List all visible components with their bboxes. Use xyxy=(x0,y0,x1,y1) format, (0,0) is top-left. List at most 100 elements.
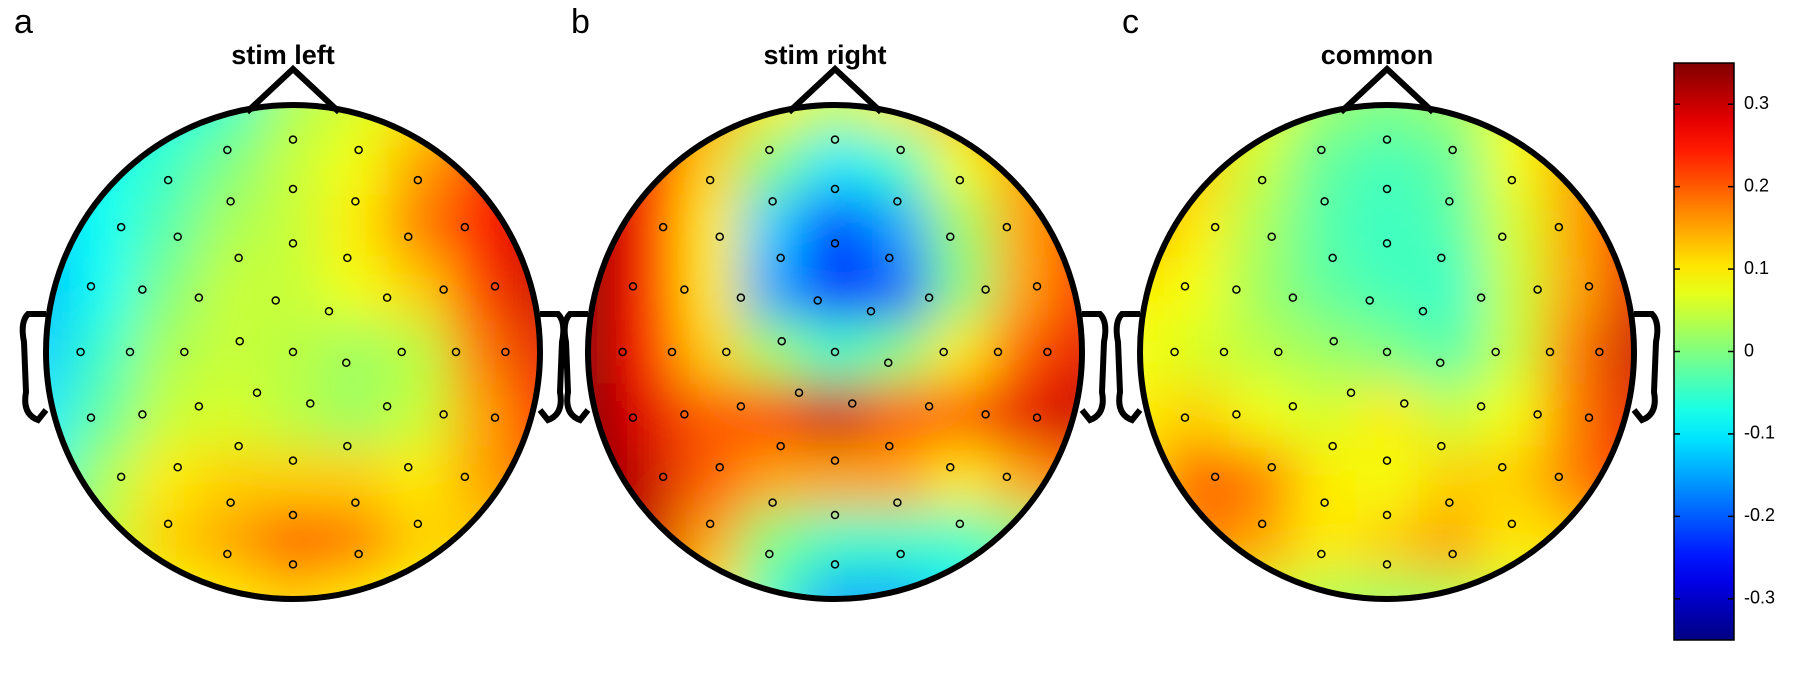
electrode xyxy=(893,197,902,206)
heat-cell xyxy=(1355,131,1420,196)
heat-cell xyxy=(929,383,994,448)
electrode xyxy=(736,402,746,411)
ear xyxy=(1079,311,1109,424)
electrode xyxy=(354,145,363,155)
heat-cell xyxy=(866,383,931,448)
electrode xyxy=(680,410,689,419)
heat-cell xyxy=(261,383,326,448)
electrode xyxy=(439,285,448,294)
heat-cell xyxy=(588,320,616,385)
electrode xyxy=(1346,388,1356,397)
colorbar: -0.3 -0.2 -0.1 0 0.1 0.2 0.3 xyxy=(1673,62,1775,641)
heat-cell xyxy=(929,105,994,133)
heat-cell xyxy=(72,320,137,385)
electrode xyxy=(1437,441,1446,451)
heat-cell xyxy=(1607,572,1634,599)
heat-cell xyxy=(866,194,931,259)
heat-cell xyxy=(46,194,74,259)
heat-cell xyxy=(866,446,931,511)
electrode xyxy=(715,232,724,241)
electrode xyxy=(451,347,461,357)
electrode xyxy=(1170,347,1179,357)
electrode xyxy=(1043,347,1052,357)
electrode xyxy=(223,145,232,155)
heat-cell xyxy=(513,509,540,574)
heat-cell xyxy=(614,105,679,133)
electrode xyxy=(993,347,1003,357)
electrode xyxy=(830,510,840,520)
heat-cell xyxy=(1140,572,1168,599)
electrode xyxy=(658,222,668,232)
ear xyxy=(1113,311,1143,424)
electrode xyxy=(830,560,840,569)
electrode xyxy=(1382,135,1392,144)
electrode xyxy=(413,519,423,529)
heat-cell xyxy=(135,257,200,322)
heat-cell xyxy=(588,572,616,599)
electrode xyxy=(955,519,965,529)
heat-cell xyxy=(1140,320,1168,385)
heat-cell xyxy=(46,320,74,385)
heat-cell xyxy=(1544,257,1609,322)
heat-cell xyxy=(588,509,616,574)
nose xyxy=(244,64,342,115)
heat-cell xyxy=(1166,131,1231,196)
electrode xyxy=(226,197,235,206)
heat-cell xyxy=(614,131,679,196)
heat-cell xyxy=(588,194,616,259)
heat-cell xyxy=(450,131,515,196)
electrode xyxy=(1545,347,1555,357)
heat-cell xyxy=(1140,509,1168,574)
heat-cell xyxy=(588,131,616,196)
electrode xyxy=(680,285,689,294)
colorbar-scale xyxy=(1673,62,1735,641)
heat-cell xyxy=(324,383,389,448)
electrode xyxy=(1288,402,1298,411)
heat-cell xyxy=(803,446,868,511)
heat-cell xyxy=(72,572,137,599)
heat-cell xyxy=(677,446,742,511)
heat-cell xyxy=(992,383,1057,448)
electrode xyxy=(288,184,298,194)
heat-cell xyxy=(1355,572,1420,599)
heat-cell xyxy=(1607,320,1634,385)
electrode xyxy=(1317,549,1326,559)
heat-field xyxy=(46,105,540,599)
heat-cell xyxy=(1607,105,1634,133)
electrode xyxy=(722,347,731,357)
electrode xyxy=(288,347,298,357)
electrode xyxy=(404,463,413,472)
heat-cell xyxy=(387,194,452,259)
heat-cell xyxy=(992,257,1057,322)
electrode xyxy=(125,347,135,357)
heat-cell xyxy=(1481,446,1546,511)
electrode xyxy=(252,388,262,397)
heat-cell xyxy=(866,131,931,196)
electrode xyxy=(884,358,893,368)
heat-cell xyxy=(1055,509,1082,574)
electrode xyxy=(351,498,360,507)
electrode xyxy=(1448,549,1457,559)
electrode xyxy=(776,253,785,263)
heat-cell xyxy=(1418,194,1483,259)
heat-cell xyxy=(261,446,326,511)
heat-clip xyxy=(1140,105,1634,599)
electrode xyxy=(776,441,785,451)
heat-cell xyxy=(1055,572,1082,599)
heat-cell xyxy=(72,257,137,322)
electrode xyxy=(76,347,85,357)
electrode xyxy=(924,402,934,411)
heat-cell xyxy=(803,572,868,599)
electrode xyxy=(288,560,298,569)
heat-cell xyxy=(803,194,868,259)
electrode xyxy=(628,413,638,422)
ear xyxy=(561,311,591,424)
electrode xyxy=(715,463,724,472)
heat-cell xyxy=(1229,105,1294,133)
heat-cell xyxy=(1355,320,1420,385)
electrode xyxy=(658,472,668,482)
electrode xyxy=(896,549,905,559)
heat-cell xyxy=(1055,446,1082,511)
electrode xyxy=(1436,358,1445,368)
